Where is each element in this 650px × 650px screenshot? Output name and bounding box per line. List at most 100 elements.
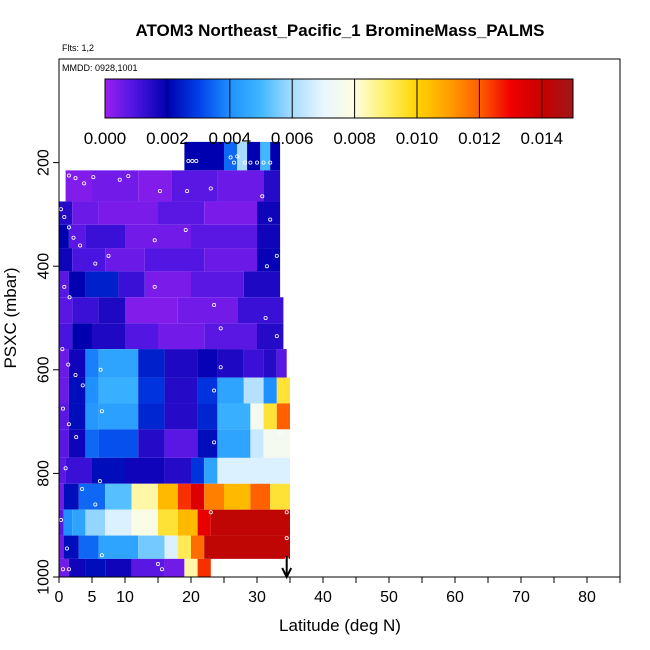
heatmap-cell xyxy=(59,271,69,298)
sample-point xyxy=(208,186,213,191)
dates-label: MMDD: 0928,1001 xyxy=(62,63,138,73)
heatmap-cell xyxy=(72,323,92,350)
sample-point xyxy=(254,160,259,165)
x-tick-label: 60 xyxy=(446,589,464,606)
heatmap-cell xyxy=(68,224,86,249)
heatmap-cell xyxy=(184,558,198,577)
heatmap-cell xyxy=(125,457,165,484)
heatmap-cell xyxy=(257,323,284,350)
heatmap-cell xyxy=(247,141,261,171)
heatmap-cell xyxy=(243,349,264,378)
heatmap-cell xyxy=(59,457,66,484)
sample-point xyxy=(157,189,162,194)
heatmap-cell xyxy=(92,323,125,350)
sample-point xyxy=(278,429,283,434)
heatmap-cell xyxy=(243,377,264,404)
heatmap-cell xyxy=(197,403,218,430)
heatmap-cell xyxy=(63,509,73,536)
sample-point xyxy=(63,466,68,471)
heatmap-cell xyxy=(164,457,191,484)
colorbar-tick-label: 0.006 xyxy=(271,129,314,148)
heatmap-cell xyxy=(191,271,244,298)
x-tick-label: 30 xyxy=(248,589,266,606)
sample-point xyxy=(186,159,191,164)
heatmap-cell xyxy=(250,429,264,458)
sample-point xyxy=(66,362,71,367)
heatmap-cell xyxy=(59,377,69,404)
sample-point xyxy=(274,334,279,339)
sample-point xyxy=(194,159,199,164)
heatmap-cell xyxy=(59,201,73,225)
heatmap-cell xyxy=(63,483,79,510)
heatmap-cell xyxy=(204,323,257,350)
heatmap-cell xyxy=(125,297,178,324)
sample-point xyxy=(243,160,248,165)
heatmap-cell xyxy=(138,170,172,202)
sample-point xyxy=(99,409,104,414)
heatmap-cell xyxy=(204,248,257,272)
heatmap-cell xyxy=(131,558,165,577)
sample-point xyxy=(260,194,265,199)
sample-point xyxy=(106,253,111,258)
heatmap-cell xyxy=(105,509,132,536)
colorbar: 0.000 0.002 0.004 0.006 0.008 0.010 0.012 0.014 xyxy=(84,78,574,148)
colorbar-tick-labels: 0.000 0.002 0.004 0.006 0.008 0.010 0.012 0.014 xyxy=(84,129,563,148)
heatmap-cell xyxy=(217,457,290,484)
heatmap-cell xyxy=(217,429,251,458)
sample-point xyxy=(268,217,273,222)
sample-point xyxy=(152,238,157,243)
x-tick-label: 0 xyxy=(55,589,64,606)
y-tick-label: 800 xyxy=(36,460,53,487)
heatmap-cell xyxy=(59,297,73,324)
heatmap-cell xyxy=(72,509,86,536)
y-axis-label: PSXC (mbar) xyxy=(1,267,20,368)
heatmap-cell xyxy=(98,377,139,404)
heatmap-cell xyxy=(68,271,86,298)
sample-point xyxy=(183,227,188,232)
sample-point xyxy=(99,553,104,558)
heatmap-cell xyxy=(276,377,290,404)
heatmap-cell xyxy=(263,170,281,202)
sample-point xyxy=(71,235,76,240)
sample-point xyxy=(185,189,190,194)
heatmap-cell xyxy=(158,483,178,510)
colorbar-tick-label: 0.008 xyxy=(333,129,376,148)
sample-point xyxy=(284,536,289,541)
heatmap-cell xyxy=(197,429,218,458)
sample-point xyxy=(212,440,217,445)
heatmap-cell xyxy=(191,224,257,249)
sample-point xyxy=(228,155,233,160)
heatmap-cell xyxy=(125,323,158,350)
heatmap-cell xyxy=(118,271,145,298)
sample-point xyxy=(62,214,67,219)
heatmap-cell xyxy=(144,248,205,272)
heatmap-cell xyxy=(164,558,185,577)
heatmap-cell xyxy=(177,535,191,559)
heatmap-cell xyxy=(237,297,284,324)
sample-point xyxy=(152,284,157,289)
x-axis-label: Latitude (deg N) xyxy=(279,616,401,635)
heatmap-cell xyxy=(237,141,248,171)
heatmap-cell xyxy=(68,349,86,378)
heatmap-cell xyxy=(98,297,125,324)
heatmap-cell xyxy=(217,403,251,430)
sample-point xyxy=(190,159,195,164)
heatmap-cell xyxy=(270,483,290,510)
heatmap-cell xyxy=(204,535,290,559)
heatmap-cell xyxy=(217,377,244,404)
heatmap-cell xyxy=(85,224,125,249)
arrow-head xyxy=(281,567,293,580)
sample-point xyxy=(248,160,253,165)
sample-point xyxy=(93,261,98,266)
heatmap-cell xyxy=(85,377,99,404)
heatmap-cell xyxy=(59,349,69,378)
heatmap-cell xyxy=(217,349,244,378)
colorbar-tick-label: 0.000 xyxy=(84,129,127,148)
y-tick-label: 1000 xyxy=(36,559,53,595)
heatmap-cell xyxy=(92,170,139,202)
sample-point xyxy=(235,154,240,159)
heatmap-cell xyxy=(85,558,106,577)
heatmap-cell xyxy=(125,224,191,249)
heatmap-cell xyxy=(197,558,211,577)
heatmap-cell xyxy=(184,141,224,171)
